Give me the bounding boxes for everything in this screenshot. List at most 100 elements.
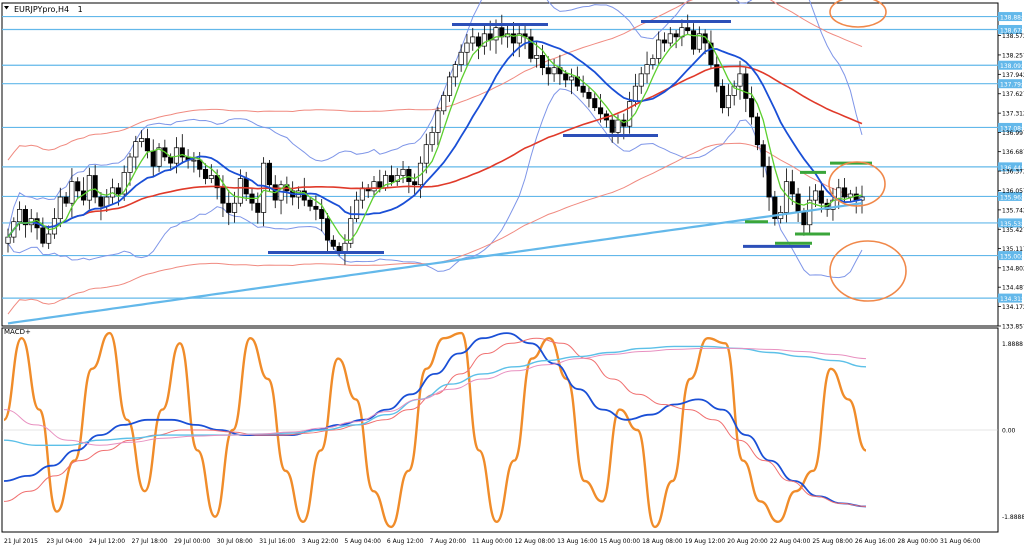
horizontal-level-label-bg	[998, 122, 1022, 132]
candle-body	[853, 193, 859, 201]
candle-body	[696, 33, 702, 50]
envelope-upper-line	[7, 0, 863, 161]
symbol-title-text: EURJPYpro,H4	[14, 5, 69, 14]
candle-body	[743, 73, 749, 99]
candle-body	[197, 159, 203, 170]
bollinger-upper-line	[7, 0, 863, 232]
macd-y-tick-label: 1.8888	[1002, 341, 1023, 348]
candle-body	[46, 233, 52, 244]
candle-body	[412, 181, 418, 186]
macd-cyan-line	[3, 345, 867, 447]
candle-body	[789, 181, 795, 195]
y-tick-label: 136.687	[1002, 149, 1024, 156]
candle-body	[580, 85, 586, 93]
horizontal-level-label-bg	[998, 293, 1022, 303]
symbol-multiplier: 1	[78, 5, 83, 14]
x-tick-label: 24 Jul 12:00	[89, 538, 125, 545]
highlight-circle	[829, 0, 887, 28]
x-tick-label: 21 Jul 2015	[4, 538, 38, 545]
candle-body	[388, 175, 394, 183]
horizontal-level-label: 134.31x	[1000, 296, 1024, 303]
candle-body	[441, 95, 447, 112]
horizontal-level-label: 135.96x	[1000, 194, 1024, 201]
horizontal-level-label-bg	[998, 79, 1022, 89]
y-tick-label: 135.427	[1002, 227, 1024, 234]
y-tick-label: 134.172	[1002, 304, 1024, 311]
candle-body	[127, 156, 133, 173]
macd-pink-line	[3, 347, 867, 446]
candle-body	[632, 85, 638, 102]
horizontal-level-label: 138.67x	[1000, 27, 1024, 34]
macd-y-tick-label: 0.00	[1002, 428, 1016, 435]
horizontal-level-label-bg	[998, 12, 1022, 22]
candle-body	[202, 168, 209, 179]
horizontal-level-label-bg	[998, 162, 1022, 172]
candle-body	[534, 55, 540, 59]
horizontal-level-label-bg	[998, 191, 1022, 201]
x-tick-label: 6 Aug 12:00	[387, 538, 424, 545]
x-tick-label: 28 Aug 00:00	[897, 538, 938, 545]
y-tick-label: 134.802	[1002, 265, 1024, 272]
candle-body	[737, 73, 743, 87]
candle-body	[720, 85, 726, 109]
bollinger-lower-line	[7, 88, 863, 279]
x-tick-label: 18 Aug 08:00	[642, 538, 683, 545]
x-tick-label: 30 Jul 08:00	[217, 538, 253, 545]
candle-body	[208, 175, 214, 179]
candle-body	[255, 202, 261, 213]
y-tick-label: 137.312	[1002, 111, 1024, 118]
x-tick-label: 15 Aug 00:00	[600, 538, 641, 545]
ma-mid-line	[7, 40, 863, 238]
horizontal-level-label-bg	[998, 60, 1022, 70]
candle-body	[801, 212, 807, 226]
candle-body	[661, 39, 668, 44]
candle-body	[359, 187, 365, 201]
symbol-title: EURJPYpro,H4 1	[14, 5, 83, 14]
candle-body	[377, 181, 383, 189]
candle-body	[772, 196, 778, 219]
macd-title: MACD+	[4, 328, 31, 336]
candle-body	[121, 172, 127, 195]
x-tick-label: 27 Jul 18:00	[132, 538, 168, 545]
y-tick-label: 137.627	[1002, 91, 1024, 98]
candle-body	[5, 236, 11, 244]
x-tick-label: 7 Aug 20:00	[429, 538, 466, 545]
horizontal-level-label-bg	[998, 218, 1022, 228]
candle-body	[452, 64, 458, 78]
chevron-down-icon[interactable]	[4, 6, 9, 10]
candle-body	[115, 187, 121, 195]
x-tick-label: 11 Aug 00:00	[472, 538, 513, 545]
x-tick-label: 12 Aug 08:00	[515, 538, 556, 545]
x-tick-label: 25 Aug 08:00	[812, 538, 853, 545]
candle-body	[842, 187, 848, 198]
candle-body	[690, 30, 697, 50]
candle-body	[551, 67, 557, 75]
x-tick-label: 26 Aug 16:00	[855, 538, 896, 545]
x-tick-label: 5 Aug 04:00	[344, 538, 381, 545]
candle-body	[417, 162, 424, 186]
candle-body	[563, 73, 569, 81]
candle-body	[243, 178, 249, 195]
candle-body	[319, 209, 325, 219]
candle-body	[650, 58, 656, 65]
candle-body	[615, 119, 621, 133]
horizontal-level-label: 135.00x	[1000, 254, 1024, 261]
candle-body	[232, 202, 238, 213]
candle-body	[139, 138, 145, 142]
y-tick-label: 136.057	[1002, 188, 1024, 195]
candle-body	[301, 190, 307, 201]
y-tick-label: 138.257	[1002, 52, 1024, 59]
y-tick-label: 133.857	[1002, 324, 1024, 331]
x-tick-label: 29 Jul 00:00	[174, 538, 210, 545]
candle-body	[818, 190, 824, 204]
candle-body	[40, 227, 46, 244]
y-tick-label: 138.572	[1002, 33, 1024, 40]
highlight-circle	[828, 161, 886, 207]
candle-body	[354, 199, 360, 219]
candle-body	[348, 218, 354, 244]
candle-body	[568, 76, 575, 81]
candle-body	[156, 147, 162, 167]
candle-body	[429, 132, 435, 146]
candle-body	[394, 175, 400, 183]
